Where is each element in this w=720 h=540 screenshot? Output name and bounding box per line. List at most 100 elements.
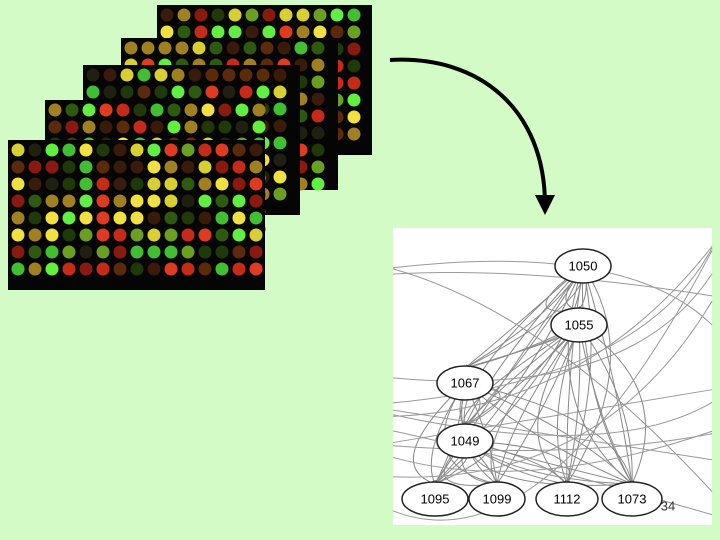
array-spot (130, 177, 144, 191)
network-node (535, 481, 599, 517)
array-spot (252, 103, 266, 117)
node-label: 1049 (451, 433, 480, 448)
array-spot (347, 76, 361, 90)
array-spot (215, 194, 229, 208)
array-spot (249, 177, 263, 191)
array-spot (228, 8, 242, 22)
array-spot (79, 177, 93, 191)
network-node (601, 481, 663, 517)
array-spot (154, 85, 168, 99)
array-spot (48, 103, 62, 117)
array-spot (256, 85, 270, 99)
array-spot (296, 8, 310, 22)
array-spot (11, 262, 25, 276)
array-spot (113, 177, 127, 191)
network-edge (566, 265, 592, 485)
array-spot (130, 228, 144, 242)
array-spot (79, 194, 93, 208)
array-spot (347, 59, 361, 73)
network-node (401, 481, 469, 517)
array-spot (62, 245, 76, 259)
array-spot (86, 85, 100, 99)
array-spot (164, 245, 178, 259)
array-spot (147, 262, 161, 276)
array-spot (11, 228, 25, 242)
array-spot (116, 120, 130, 134)
network-node (436, 423, 494, 459)
array-spot (45, 160, 59, 174)
array-spot (45, 245, 59, 259)
network-node (436, 365, 494, 401)
array-spot (164, 177, 178, 191)
network-edge (392, 409, 713, 461)
array-spot (65, 103, 79, 117)
array-spot (99, 120, 113, 134)
array-spot (167, 103, 181, 117)
array-spot (150, 120, 164, 134)
array-spot (175, 41, 189, 55)
array-spot (311, 143, 325, 157)
array-spot (311, 58, 325, 72)
array-spot (86, 68, 100, 82)
array-spot (11, 194, 25, 208)
array-spot (130, 262, 144, 276)
array-spot (147, 211, 161, 225)
array-spot (150, 103, 164, 117)
array-spot (62, 143, 76, 157)
network-edge (412, 382, 466, 485)
array-spot (62, 177, 76, 191)
network-node (554, 248, 612, 284)
network-edge (578, 324, 633, 485)
array-spot (311, 41, 325, 55)
network-edge (392, 300, 713, 478)
network-edge (392, 430, 713, 472)
array-spot (294, 41, 308, 55)
array-spot (198, 211, 212, 225)
array-spot (232, 160, 246, 174)
array-spot (201, 103, 215, 117)
array-spot (120, 85, 134, 99)
array-spot (147, 228, 161, 242)
array-spot (226, 41, 240, 55)
array-spot (311, 177, 325, 191)
array-spot (181, 194, 195, 208)
array-spot (232, 262, 246, 276)
array-spot (201, 120, 215, 134)
array-spot (45, 177, 59, 191)
array-spot (147, 177, 161, 191)
array-spot (181, 177, 195, 191)
array-spot (160, 25, 174, 39)
array-spot (137, 68, 151, 82)
array-spot (249, 245, 263, 259)
array-spot (113, 194, 127, 208)
array-spot (79, 262, 93, 276)
array-spot (198, 177, 212, 191)
array-spot (245, 25, 259, 39)
array-spot (79, 143, 93, 157)
array-spot (11, 177, 25, 191)
array-spot (232, 228, 246, 242)
array-spot (130, 211, 144, 225)
node-label: 1112 (554, 491, 581, 506)
array-spot (79, 160, 93, 174)
array-spot (239, 68, 253, 82)
array-spot (249, 194, 263, 208)
array-spot (181, 143, 195, 157)
array-spot (28, 194, 42, 208)
array-spot (147, 143, 161, 157)
array-spot (130, 143, 144, 157)
network-edge (392, 246, 713, 417)
array-spot (79, 211, 93, 225)
array-spot (79, 228, 93, 242)
network-node (550, 307, 608, 343)
array-spot (273, 136, 287, 150)
array-spot (171, 68, 185, 82)
array-spot (184, 103, 198, 117)
array-spot (279, 8, 293, 22)
array-spot (28, 143, 42, 157)
array-spot (215, 177, 229, 191)
array-spot (96, 177, 110, 191)
array-spot (215, 143, 229, 157)
network-edge (392, 272, 713, 297)
